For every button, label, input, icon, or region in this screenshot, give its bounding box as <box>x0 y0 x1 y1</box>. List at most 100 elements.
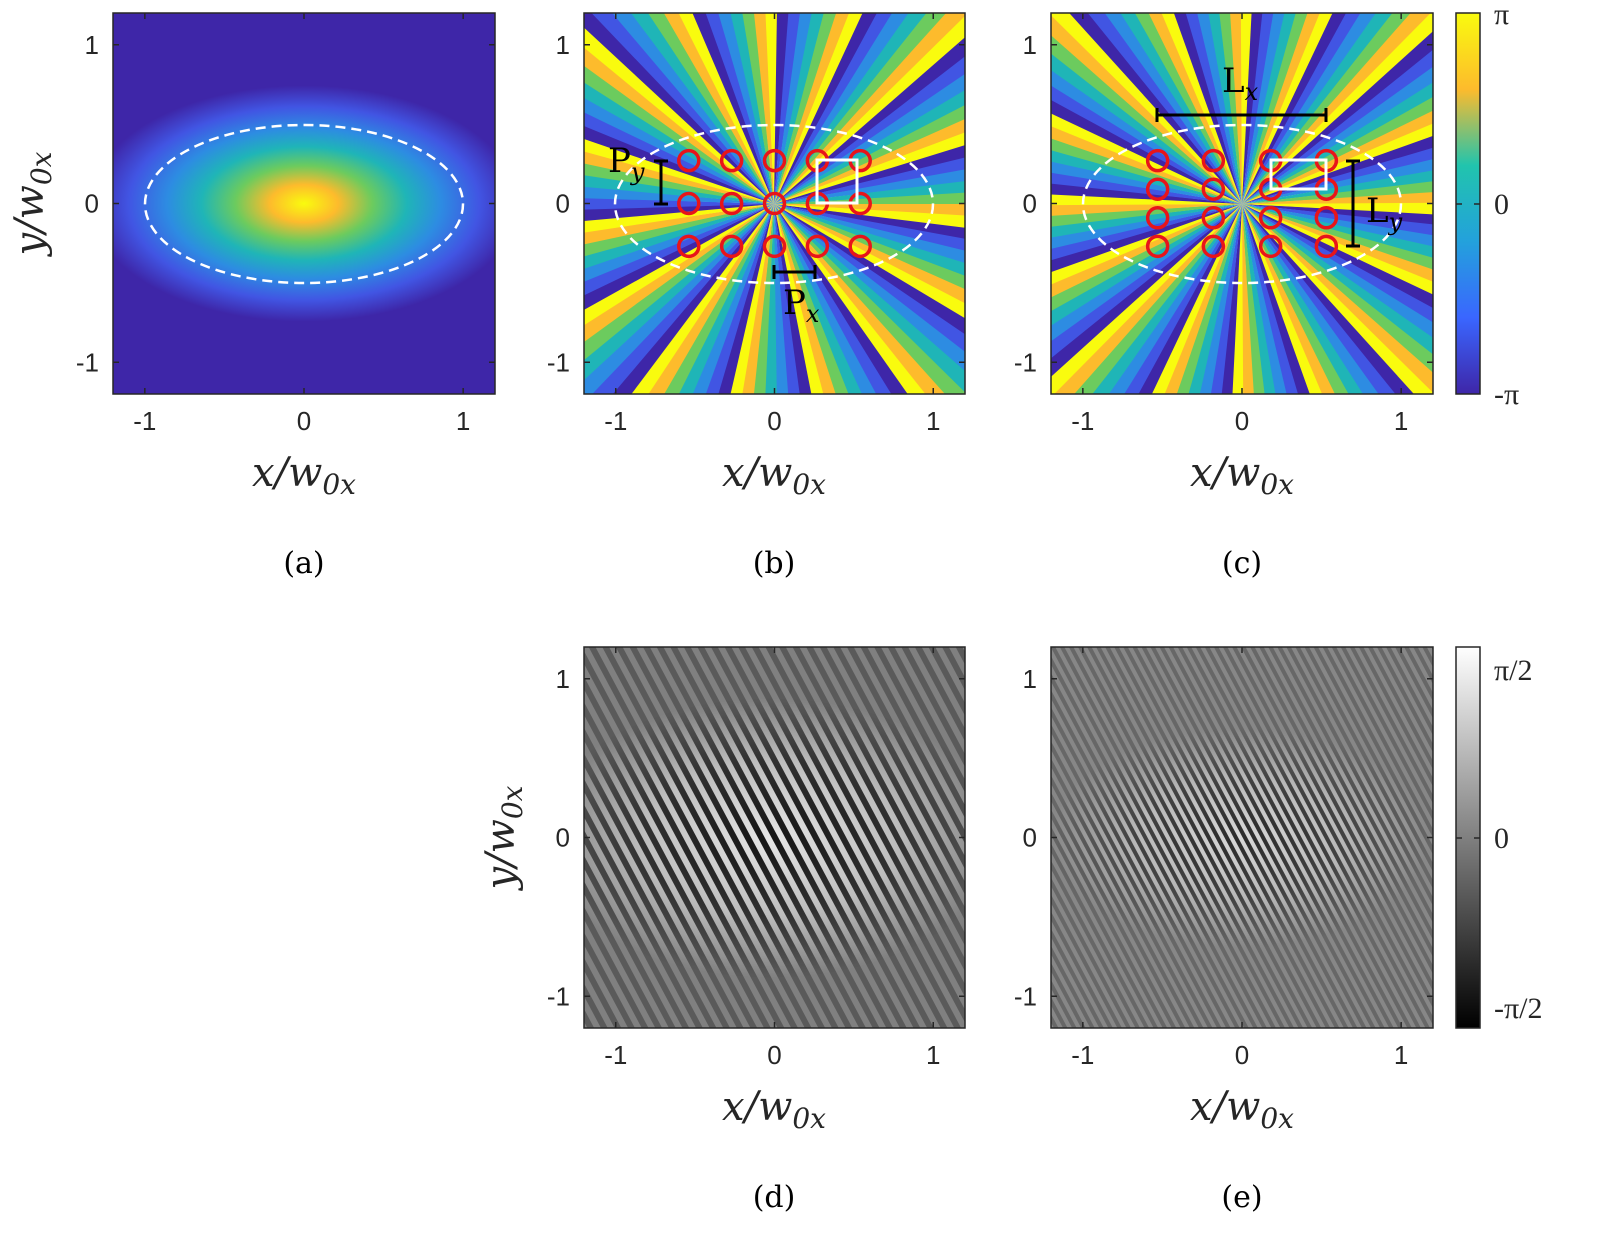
y-tick-label: -1 <box>547 981 570 1011</box>
x-axis-label: x/w0x <box>1190 450 1294 501</box>
y-tick-label: 0 <box>1023 823 1037 853</box>
axis-ticks: -1 0 1 -1 0 1 <box>547 647 965 1070</box>
vortex-marker <box>719 234 744 259</box>
lx-label: Lx <box>1222 61 1259 106</box>
caption-e: (e) <box>1221 1180 1262 1215</box>
x-tick-label: 1 <box>926 1040 940 1070</box>
px-label: Px <box>783 283 820 328</box>
y-tick-label: -1 <box>76 347 99 377</box>
axis-ticks: -1 0 1 -1 0 1 <box>1014 647 1433 1070</box>
y-tick-label: 1 <box>85 30 99 60</box>
caption-a: (a) <box>283 546 324 581</box>
vortex-marker <box>762 191 787 216</box>
intensity-map <box>113 13 495 394</box>
x-tick-label: 0 <box>1235 1040 1249 1070</box>
x-axis-label: x/w0x <box>1190 1084 1294 1135</box>
vortex-marker <box>677 191 701 216</box>
vortex-marker <box>1201 206 1226 230</box>
x-tick-label: -1 <box>1071 406 1094 436</box>
caption-b: (b) <box>753 546 796 581</box>
unit-cell-box <box>1269 158 1328 191</box>
vortex-marker <box>1145 177 1170 201</box>
x-tick-label: 1 <box>456 406 470 436</box>
vortex-marker <box>1145 234 1170 259</box>
vortex-marker <box>1201 148 1226 173</box>
y-tick-label: 0 <box>85 189 99 219</box>
vortex-marker <box>677 234 701 259</box>
y-tick-label: 1 <box>1023 30 1037 60</box>
y-axis-label: y/w0x <box>7 151 58 257</box>
vortex-marker <box>1258 234 1283 259</box>
y-axis-label: y/w0x <box>478 785 529 891</box>
y-tick-label: -1 <box>1014 347 1037 377</box>
y-tick-label: -1 <box>547 347 570 377</box>
vortex-marker <box>1201 234 1226 259</box>
x-tick-label: 0 <box>767 406 781 436</box>
vortex-marker <box>719 148 744 173</box>
y-tick-label: 1 <box>1023 664 1037 694</box>
colorbar-min: -π/2 <box>1494 992 1542 1025</box>
y-tick-label: 1 <box>556 664 570 694</box>
colorbar-max: π/2 <box>1494 654 1532 687</box>
colorbar-min: -π <box>1494 378 1519 411</box>
x-tick-label: 1 <box>1394 1040 1408 1070</box>
vortex-marker <box>848 234 872 259</box>
y-tick-label: 1 <box>556 30 570 60</box>
y-tick-label: 0 <box>556 189 570 219</box>
beam-ellipse <box>143 123 465 285</box>
vortex-marker <box>719 191 744 216</box>
panel-e: -1 0 1 -1 0 1 <box>1014 646 1434 1070</box>
axis-ticks: -1 0 1 -1 0 1 <box>1014 13 1433 436</box>
residual-core <box>1051 647 1433 1028</box>
vortex-marker <box>762 234 787 259</box>
panel-b: Px Py -1 0 1 -1 0 1 <box>547 12 966 436</box>
colorbar-phase: π 0 -π <box>1455 0 1519 411</box>
px-bar <box>772 265 817 279</box>
x-tick-label: 1 <box>926 406 940 436</box>
vortex-marker <box>1314 206 1339 230</box>
panel-d: -1 0 1 -1 0 1 <box>547 646 966 1070</box>
x-tick-label: -1 <box>604 1040 627 1070</box>
x-tick-label: 0 <box>297 406 311 436</box>
colorbar-mid: 0 <box>1494 188 1509 221</box>
y-tick-label: 0 <box>556 823 570 853</box>
caption-d: (d) <box>753 1180 796 1215</box>
colorbar-residual: π/2 0 -π/2 <box>1455 646 1542 1029</box>
py-bar <box>654 159 668 206</box>
colorbar-max: π <box>1494 0 1509 31</box>
y-tick-label: 0 <box>1023 189 1037 219</box>
beam-ellipse <box>1081 123 1403 285</box>
vortex-marker <box>1201 177 1226 201</box>
x-tick-label: -1 <box>133 406 156 436</box>
x-axis-label: x/w0x <box>722 1084 826 1135</box>
panel-c: Lx Ly -1 0 1 -1 0 1 <box>1014 12 1434 436</box>
x-tick-label: -1 <box>1071 1040 1094 1070</box>
axis-ticks: -1 0 1 -1 0 1 <box>76 13 495 436</box>
x-axis-label: x/w0x <box>722 450 826 501</box>
vortex-marker <box>1258 206 1283 230</box>
residual-core <box>584 647 965 1028</box>
y-tick-label: -1 <box>1014 981 1037 1011</box>
x-tick-label: -1 <box>604 406 627 436</box>
x-tick-label: 1 <box>1394 406 1408 436</box>
vortex-marker <box>1145 148 1170 173</box>
ly-bar <box>1346 159 1360 248</box>
vortex-marker <box>677 148 701 173</box>
axis-ticks: -1 0 1 -1 0 1 <box>547 13 965 436</box>
unit-cell-box <box>815 158 859 205</box>
x-axis-label: x/w0x <box>252 450 356 501</box>
panel-a: -1 0 1 -1 0 1 <box>76 12 496 436</box>
vortex-marker <box>762 148 787 173</box>
axis-labels: x/w0x y/w0x x/w0x x/w0x x/w0x y/w0x x/w0x <box>7 151 1294 1135</box>
vortex-marker <box>805 234 830 259</box>
vortex-marker <box>1314 234 1339 259</box>
x-tick-label: 0 <box>767 1040 781 1070</box>
colorbar-mid: 0 <box>1494 822 1509 855</box>
lx-bar <box>1155 108 1328 122</box>
caption-c: (c) <box>1222 546 1262 581</box>
ly-label: Ly <box>1366 191 1403 236</box>
beam-ellipse <box>613 123 935 285</box>
py-label: Py <box>608 141 645 186</box>
x-tick-label: 0 <box>1235 406 1249 436</box>
